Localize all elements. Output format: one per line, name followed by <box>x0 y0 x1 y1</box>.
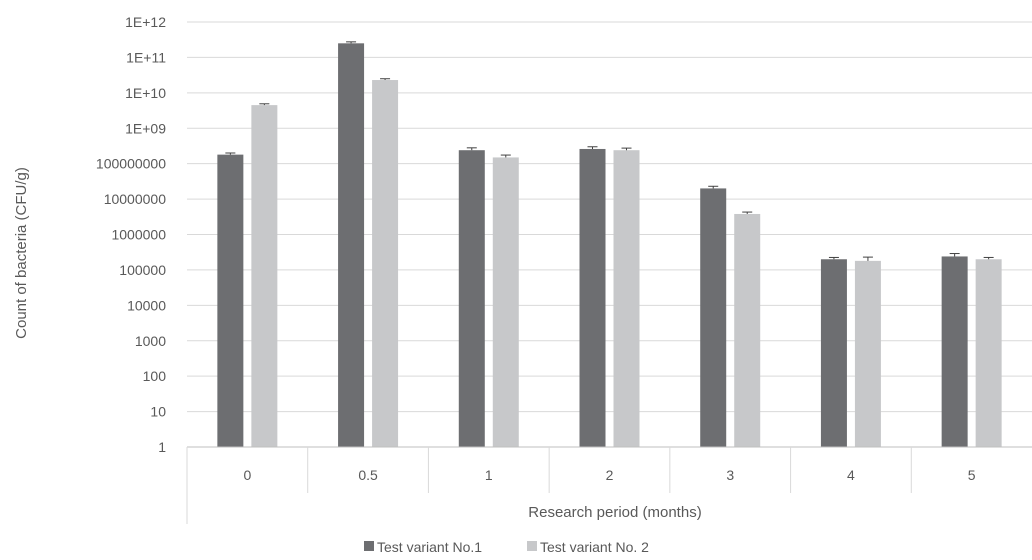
x-tick-label: 3 <box>726 467 734 483</box>
y-tick-label: 100000000 <box>96 156 166 172</box>
bar <box>372 80 399 447</box>
y-tick-label: 1000000 <box>111 227 166 243</box>
y-tick-label: 1E+10 <box>125 85 166 101</box>
x-axis: 0 0.5 1 2 3 4 5 <box>186 446 1032 524</box>
bar <box>217 154 244 447</box>
bar <box>251 105 278 447</box>
bar <box>975 259 1002 447</box>
bar <box>458 150 485 447</box>
legend-swatch <box>527 541 537 551</box>
y-tick-label: 1E+09 <box>125 120 166 136</box>
y-tick-label: 1E+11 <box>126 49 166 65</box>
bar <box>854 260 881 447</box>
y-tick-label: 100000 <box>119 262 166 278</box>
x-tick-label: 5 <box>968 467 976 483</box>
gridlines <box>187 21 1032 448</box>
bar <box>613 150 640 447</box>
y-tick-label: 1 <box>158 439 166 455</box>
x-tick-label: 2 <box>606 467 614 483</box>
x-tick-label: 1 <box>485 467 493 483</box>
x-tick-label: 0 <box>243 467 251 483</box>
bar <box>734 213 761 447</box>
y-tick-label: 10 <box>150 404 166 420</box>
y-tick-label: 10000000 <box>104 191 167 207</box>
y-axis-title: Count of bacteria (CFU/g) <box>13 167 30 339</box>
bar <box>579 148 606 447</box>
bar <box>700 188 727 447</box>
y-tick-label: 1E+12 <box>125 14 166 30</box>
y-tick-label: 100 <box>143 368 167 384</box>
x-tick-label: 0.5 <box>358 467 378 483</box>
legend: Test variant No.1 Test variant No. 2 <box>364 539 649 555</box>
y-tick-label: 10000 <box>127 297 166 313</box>
bar <box>492 157 519 447</box>
x-axis-title: Research period (months) <box>528 504 701 521</box>
legend-label: Test variant No.1 <box>377 539 482 555</box>
legend-label: Test variant No. 2 <box>540 539 649 555</box>
y-tick-label: 1000 <box>135 333 166 349</box>
y-axis-ticks: 1 10 100 1000 10000 100000 1000000 10000000 1000… <box>96 14 166 455</box>
legend-swatch <box>364 541 374 551</box>
bars <box>217 41 1002 447</box>
bar <box>941 256 968 447</box>
bar <box>338 43 365 447</box>
bar <box>820 259 847 447</box>
x-tick-label: 4 <box>847 467 855 483</box>
